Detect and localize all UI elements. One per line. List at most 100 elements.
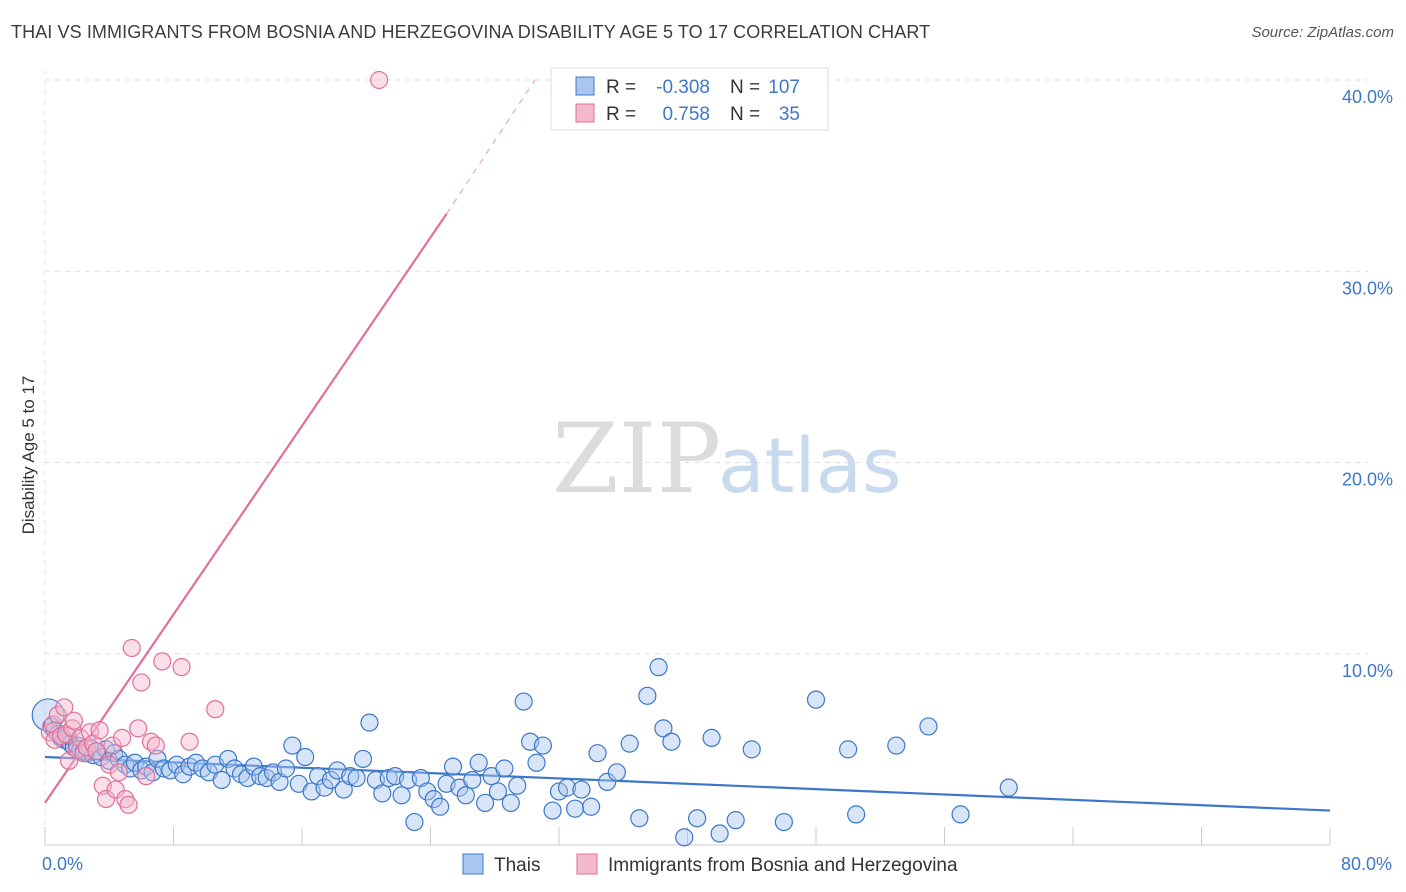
- thais-point-106: [710, 824, 729, 843]
- thais-point-93: [582, 797, 601, 816]
- thais-point-78: [476, 793, 495, 813]
- thais-point-59: [353, 749, 373, 769]
- legend-n-label-2: N =: [730, 104, 760, 125]
- legend-swatch-pink: [575, 103, 595, 123]
- x-tick-label-min: 0.0%: [42, 854, 83, 874]
- thais-point-80: [488, 782, 508, 801]
- thais-point-102: [662, 732, 681, 751]
- legend-r-label-2: R =: [606, 104, 636, 125]
- legend-r-value-1: -0.308: [656, 77, 710, 98]
- legend-n-value-1: 107: [768, 77, 800, 98]
- thais-point-104: [688, 809, 707, 828]
- thais-point-96: [607, 763, 626, 782]
- y-tick-label-3: 40.0%: [1342, 87, 1393, 107]
- thais-point-77: [469, 753, 488, 772]
- thais-point-19: [104, 744, 124, 763]
- thais-point-108: [742, 740, 761, 759]
- thais-point-113: [887, 736, 906, 755]
- legend-r-value-2: 0.758: [662, 104, 710, 125]
- bosnia-point-29: [132, 673, 151, 692]
- thais-point-115: [951, 805, 970, 824]
- thais-point-42: [244, 757, 263, 776]
- thais-point-50: [296, 747, 315, 767]
- bottom-legend-label-thais: Thais: [494, 855, 540, 876]
- bosnia-point-27: [122, 638, 141, 658]
- gridlines: [44, 70, 1368, 845]
- bosnia-point-20: [100, 755, 119, 774]
- thais-point-92: [572, 780, 591, 799]
- bottom-legend-label-bosnia: Immigrants from Bosnia and Herzegovina: [608, 855, 958, 876]
- bosnia-point-32: [146, 736, 165, 755]
- bosnia-point-24: [112, 728, 132, 748]
- thais-point-114: [919, 717, 938, 736]
- bosnia-point-25: [116, 789, 135, 809]
- trend-line-bosnia-extension: [446, 79, 536, 215]
- bosnia-point-16: [87, 742, 106, 761]
- bosnia-point-19: [96, 789, 116, 809]
- bosnia-point-33: [153, 652, 172, 671]
- x-axis-ticks: [44, 827, 1331, 845]
- bosnia-point-5: [55, 698, 74, 717]
- thais-point-84: [514, 692, 533, 711]
- thais-point-60: [360, 713, 379, 732]
- thais-point-73: [443, 757, 463, 776]
- thais-point-48: [283, 736, 302, 755]
- bosnia-point-37: [370, 70, 389, 90]
- y-axis-tick-labels: 10.0% 20.0% 30.0% 40.0%: [1342, 87, 1393, 681]
- trend-line-thais: [44, 755, 1331, 812]
- thais-point-75: [456, 786, 475, 805]
- bosnia-point-35: [180, 732, 199, 751]
- watermark: ZIP atlas: [552, 403, 902, 515]
- thais-point-65: [392, 786, 411, 805]
- bosnia-points: [40, 70, 389, 814]
- bosnia-point-28: [129, 719, 148, 738]
- thais-point-110: [806, 690, 826, 709]
- thais-point-100: [649, 658, 668, 677]
- thais-point-22: [121, 759, 140, 778]
- thais-point-111: [839, 740, 858, 759]
- thais-point-76: [463, 770, 482, 790]
- legend-r-label-1: R =: [606, 77, 636, 98]
- bosnia-point-21: [103, 736, 122, 755]
- thais-point-71: [431, 797, 450, 816]
- thais-point-90: [557, 778, 577, 797]
- thais-point-112: [847, 805, 866, 824]
- watermark-zip: ZIP: [552, 403, 721, 515]
- thais-point-83: [508, 776, 527, 795]
- thais-point-86: [527, 753, 546, 772]
- thais-point-109: [774, 812, 793, 832]
- thais-point-88: [543, 801, 562, 820]
- thais-points: [31, 658, 1018, 847]
- bosnia-point-26: [119, 795, 138, 814]
- thais-point-107: [726, 811, 745, 830]
- bottom-legend-swatch-bosnia: [576, 853, 598, 875]
- bosnia-point-17: [90, 721, 109, 740]
- bosnia-point-9: [64, 711, 84, 730]
- legend-n-value-2: 35: [779, 104, 800, 125]
- watermark-atlas: atlas: [718, 421, 902, 510]
- thais-point-87: [533, 736, 553, 755]
- x-tick-label-max: 80.0%: [1341, 854, 1392, 874]
- chart-title: THAI VS IMMIGRANTS FROM BOSNIA AND HERZE…: [11, 22, 931, 42]
- source-label: Source: ZipAtlas.com: [1251, 24, 1394, 41]
- bosnia-point-36: [206, 700, 225, 719]
- thais-point-116: [999, 778, 1018, 797]
- thais-point-57: [341, 767, 360, 786]
- y-tick-label-0: 10.0%: [1342, 661, 1393, 681]
- thais-point-99: [638, 686, 657, 705]
- bosnia-point-34: [172, 658, 191, 677]
- legend-n-label-1: N =: [730, 77, 760, 98]
- bottom-legend-swatch-thais: [462, 853, 484, 875]
- y-tick-label-2: 30.0%: [1342, 278, 1393, 298]
- stats-legend-box: [550, 67, 829, 131]
- thais-point-94: [588, 744, 607, 763]
- thais-point-54: [321, 770, 341, 790]
- trend-line-bosnia: [44, 213, 448, 804]
- thais-point-27: [148, 749, 167, 769]
- thais-point-38: [219, 749, 238, 769]
- bosnia-point-22: [106, 780, 125, 799]
- thais-point-58: [347, 768, 366, 788]
- legend-swatch-blue: [575, 76, 595, 96]
- y-tick-label-1: 20.0%: [1342, 470, 1393, 490]
